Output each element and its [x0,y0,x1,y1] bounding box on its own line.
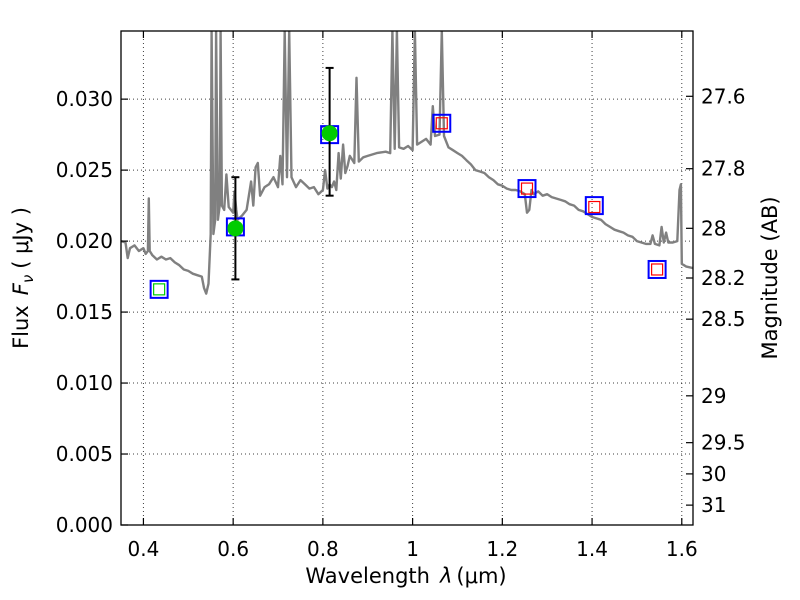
y-axis-title-unit: ( μJy ) [9,207,33,269]
y2-tick-label: 29.5 [701,431,746,455]
y2-axis-title: Magnitude (AB) [758,196,782,359]
y2-tick-label: 31 [701,493,726,517]
model-photometry-point [149,279,169,299]
x-tick-label: 0.8 [307,537,339,561]
spectrum-layer [121,31,693,295]
y2-tick-label: 27.6 [701,84,746,108]
model-photometry-point [517,179,537,199]
model-photometry-point [584,196,604,216]
y-tick-label: 0.030 [56,87,113,111]
x-tick-label: 0.4 [128,537,160,561]
observed-point [227,220,244,237]
x-axis-title-symbol: λ [439,564,452,588]
x-axis-title-text: Wavelength [305,564,430,588]
y-tick-label: 0.015 [56,300,113,324]
y-tick-label: 0.010 [56,371,113,395]
x-axis-title-unit: (μm) [456,564,506,588]
y-tick-label: 0.020 [56,229,113,253]
y2-tick-label: 27.8 [701,157,746,181]
axes: 0.4 0.6 0.8 1 1.2 1.4 1.6 0.000 0.005 0.010 0.015 0… [56,30,746,561]
x-axis-title: Wavelength λ (μm) [305,564,506,588]
plot-frame [120,30,694,526]
y-axis-title: Flux Fν ( μJy ) [9,207,37,349]
grid [121,31,693,526]
y-tick-label: 0.025 [56,158,113,182]
y2-tick-label: 28 [701,216,726,240]
y-tick-label: 0.005 [56,442,113,466]
y-axis-title-subscript: ν [19,275,37,283]
y2-tick-label: 28.5 [701,307,746,331]
inner-square-point [651,263,664,276]
inner-square-point [435,117,448,130]
inner-square-point [588,200,601,214]
model-photometry-point [647,259,667,279]
spectrum-line [121,31,693,295]
inner-square-point [153,283,166,296]
x-tick-label: 1.6 [666,537,698,561]
y-tick-label: 0.000 [56,513,113,537]
observed-point [321,125,338,142]
y2-tick-label: 30 [701,462,726,486]
x-tick-label: 1.4 [576,537,608,561]
y-axis-title-symbol: F [9,282,33,295]
inner-square-point [520,182,534,195]
x-tick-label: 0.6 [217,537,249,561]
x-tick-label: 1.2 [486,537,518,561]
x-tick-label: 1 [406,537,419,561]
y2-tick-label: 28.2 [701,266,746,290]
y-axis-title-text: Flux [9,305,33,349]
y2-tick-label: 29 [701,384,726,408]
model-photometry-point [432,113,452,133]
marker-layer [149,66,667,299]
